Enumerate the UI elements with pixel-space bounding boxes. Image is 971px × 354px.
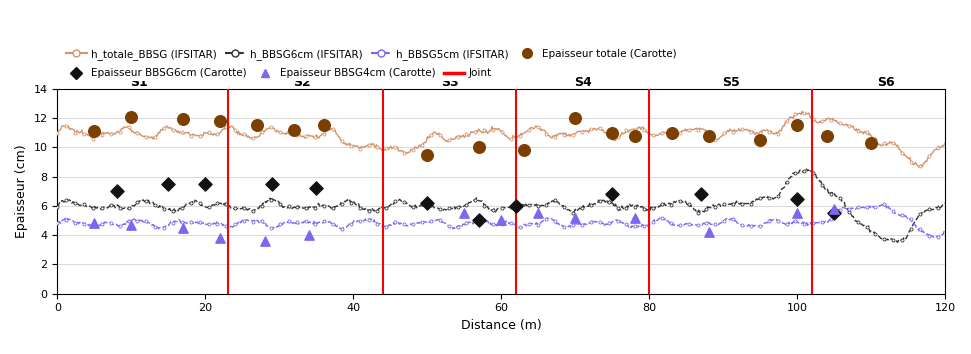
Point bbox=[493, 218, 509, 223]
Point bbox=[568, 215, 584, 221]
Point bbox=[160, 181, 176, 187]
Text: S5: S5 bbox=[722, 76, 740, 89]
Point bbox=[516, 147, 531, 153]
Point bbox=[789, 122, 805, 128]
Point bbox=[531, 210, 547, 216]
Point bbox=[286, 127, 302, 132]
Point bbox=[213, 235, 228, 241]
Point bbox=[176, 117, 191, 122]
Point bbox=[198, 181, 214, 187]
Point bbox=[826, 206, 842, 212]
Point bbox=[264, 181, 280, 187]
Point bbox=[753, 137, 768, 143]
Point bbox=[568, 115, 584, 121]
Legend: Epaisseur BBSG6cm (Carotte), Epaisseur BBSG4cm (Carotte), Joint: Epaisseur BBSG6cm (Carotte), Epaisseur B… bbox=[62, 65, 495, 81]
Point bbox=[123, 114, 139, 119]
Point bbox=[693, 191, 709, 197]
Point bbox=[213, 118, 228, 124]
Point bbox=[664, 130, 680, 136]
Point bbox=[789, 196, 805, 201]
Point bbox=[176, 225, 191, 230]
Text: S3: S3 bbox=[441, 76, 458, 89]
Point bbox=[309, 185, 324, 191]
Point bbox=[109, 188, 124, 194]
Point bbox=[863, 140, 879, 146]
Point bbox=[826, 210, 842, 216]
Point bbox=[316, 122, 331, 128]
Point bbox=[419, 200, 435, 206]
Point bbox=[86, 129, 102, 134]
Point bbox=[701, 229, 717, 235]
Y-axis label: Epaisseur (cm): Epaisseur (cm) bbox=[15, 144, 28, 238]
Point bbox=[456, 210, 472, 216]
Point bbox=[472, 144, 487, 150]
Point bbox=[419, 152, 435, 158]
Point bbox=[605, 191, 620, 197]
Point bbox=[250, 122, 265, 128]
Point bbox=[509, 203, 524, 209]
Point bbox=[86, 221, 102, 226]
Text: S6: S6 bbox=[878, 76, 895, 89]
Point bbox=[257, 238, 273, 244]
Point bbox=[627, 215, 643, 221]
Point bbox=[701, 133, 717, 138]
Text: S1: S1 bbox=[130, 76, 148, 89]
Point bbox=[123, 222, 139, 228]
Point bbox=[605, 130, 620, 136]
X-axis label: Distance (m): Distance (m) bbox=[461, 319, 542, 332]
Point bbox=[789, 210, 805, 216]
Text: S2: S2 bbox=[292, 76, 311, 89]
Point bbox=[820, 133, 835, 138]
Point bbox=[627, 133, 643, 138]
Point bbox=[472, 218, 487, 223]
Text: S4: S4 bbox=[574, 76, 591, 89]
Point bbox=[301, 232, 317, 238]
